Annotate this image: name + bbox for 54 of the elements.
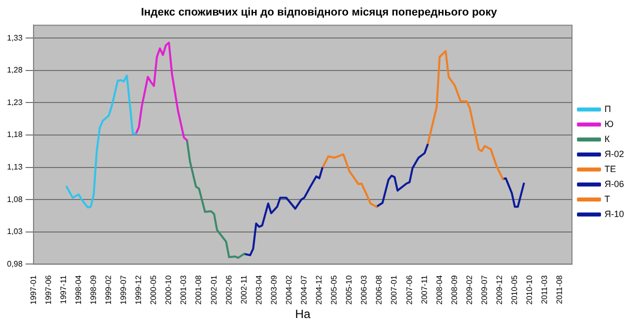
x-tick-label: 2009-02	[464, 274, 474, 305]
y-tick-label: 1,03	[6, 227, 24, 236]
x-tick-label: 2007-11	[420, 274, 429, 304]
x-tick-label: 2010-10	[525, 274, 534, 305]
x-tick-label: 1998-09	[88, 274, 98, 305]
x-tick-label: 2006-03	[360, 274, 369, 305]
x-tick-label: 2008-04	[434, 274, 444, 305]
x-tick-label: 2010-05	[510, 274, 520, 305]
x-tick-label: 2004-12	[314, 274, 324, 305]
x-tick-label: 1999-12	[134, 274, 144, 305]
x-tick-label: 2001-08	[194, 274, 204, 305]
x-tick-label: 2003-09	[269, 274, 278, 305]
x-tick-label: 1999-07	[119, 274, 128, 305]
x-tick-label: 2005-10	[344, 274, 354, 305]
y-tick-label: 1,23	[6, 98, 24, 107]
legend-label: Ю	[604, 118, 614, 129]
legend-label: Я-06	[604, 178, 624, 189]
x-tick-label: 2000-10	[164, 274, 174, 305]
x-tick-label: 1999-02	[104, 274, 113, 305]
x-tick-label: 2004-07	[299, 274, 308, 305]
x-tick-label: 2002-06	[224, 274, 234, 305]
x-tick-label: 2001-03	[179, 274, 188, 305]
x-tick-label: 2002-11	[239, 274, 248, 304]
x-tick-label: 2004-02	[284, 274, 294, 305]
x-tick-label: 2011-03	[540, 274, 550, 304]
y-tick-label: 1,13	[6, 162, 24, 172]
x-tick-label: 2006-08	[374, 274, 384, 305]
legend-label: Я-02	[604, 148, 624, 159]
y-tick-label: 1,18	[6, 130, 24, 140]
legend-label: Т	[604, 194, 610, 204]
y-tick-label: 1,08	[6, 194, 24, 204]
x-tick-label: 1997-06	[44, 274, 53, 305]
x-tick-label: 2011-08	[555, 274, 564, 304]
legend-label: Я-10	[604, 208, 624, 219]
x-tick-label: 2007-06	[404, 274, 414, 305]
x-tick-label: 2002-01	[209, 274, 218, 305]
x-tick-label: 2009-07	[480, 274, 489, 305]
x-tick-label: 1998-04	[74, 274, 83, 305]
y-tick-label: 1,33	[6, 33, 24, 42]
y-tick-label: 1,28	[6, 66, 24, 75]
x-tick-label: 2000-05	[149, 274, 158, 305]
x-tick-label: 2003-04	[254, 274, 264, 305]
x-tick-label: 2007-01	[390, 274, 399, 305]
legend-label: ТЕ	[604, 164, 616, 174]
chart-title: Індекс споживчих цін до відповідного місяця попереднього року	[140, 6, 498, 19]
x-tick-label: 1997-11	[58, 274, 68, 304]
legend-label: П	[604, 104, 611, 114]
x-tick-label: 2009-12	[495, 274, 504, 305]
x-tick-label: 2005-05	[330, 274, 339, 305]
x-tick-label: 1997-01	[28, 274, 38, 305]
x-tick-label: 2008-09	[450, 274, 459, 305]
y-tick-label: 0,98	[6, 259, 24, 268]
x-axis-title: На	[295, 307, 311, 322]
legend-label: К	[604, 134, 610, 144]
